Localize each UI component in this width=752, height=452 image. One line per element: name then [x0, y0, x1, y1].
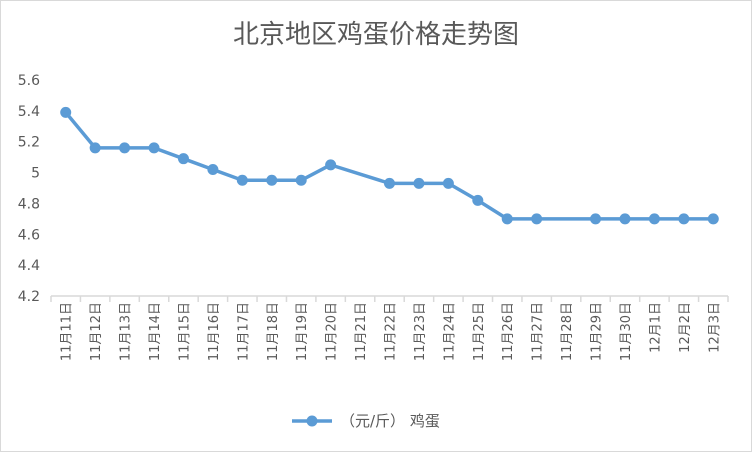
- legend-label: （元/斤） 鸡蛋: [340, 412, 440, 430]
- data-point: [384, 177, 395, 189]
- y-tick-label: 5.6: [18, 73, 40, 89]
- y-tick-label: 4.2: [18, 289, 40, 305]
- x-tick-label: 11月20日: [325, 302, 340, 361]
- x-tick-label: 11月26日: [501, 302, 516, 361]
- x-tick-label: 11月24日: [442, 302, 457, 361]
- x-tick-label: 11月13日: [119, 302, 134, 361]
- data-point: [531, 213, 543, 225]
- x-tick-label: 11月16日: [207, 302, 222, 361]
- data-point: [619, 213, 631, 225]
- data-point: [89, 142, 101, 154]
- data-point: [442, 177, 454, 189]
- x-tick-label: 11月12日: [89, 302, 104, 361]
- x-tick-label: 11月21日: [354, 302, 369, 361]
- x-tick-label: 11月25日: [472, 302, 487, 361]
- data-point: [236, 174, 248, 186]
- data-point: [648, 213, 660, 225]
- x-tick-label: 11月17日: [236, 302, 251, 361]
- x-tick-label: 11月19日: [295, 302, 310, 361]
- series-line: [64, 111, 714, 221]
- data-point: [413, 177, 425, 189]
- data-point: [60, 106, 72, 118]
- x-tick-label: 11月15日: [177, 302, 192, 361]
- x-tick-label: 11月28日: [560, 302, 575, 361]
- data-point: [678, 213, 690, 225]
- chart-title: 北京地区鸡蛋价格走势图: [232, 20, 519, 50]
- data-point: [295, 174, 307, 186]
- data-point: [501, 213, 513, 225]
- x-tick-label: 11月29日: [590, 302, 605, 361]
- data-point: [148, 142, 160, 154]
- data-point: [207, 163, 219, 175]
- data-point: [177, 153, 189, 165]
- y-tick-label: 5: [31, 166, 40, 182]
- x-tick-label: 11月18日: [266, 302, 281, 361]
- legend-marker-icon: [292, 415, 332, 426]
- x-tick-label: 11月22日: [384, 302, 399, 361]
- y-tick-label: 5.2: [18, 135, 40, 151]
- x-tick-label: 11月14日: [148, 302, 163, 361]
- x-tick-label: 11月30日: [619, 302, 634, 361]
- data-point: [325, 159, 337, 171]
- y-tick-label: 4.8: [18, 196, 40, 212]
- data-point: [707, 213, 719, 225]
- x-tick-label: 12月3日: [707, 302, 722, 353]
- data-point: [472, 194, 484, 206]
- x-tick-label: 12月1日: [648, 302, 663, 353]
- y-tick-label: 4.4: [18, 258, 40, 274]
- x-tick-label: 11月27日: [531, 302, 546, 361]
- y-tick-label: 5.4: [18, 104, 40, 120]
- y-tick-label: 4.6: [18, 227, 40, 243]
- x-tick-label: 12月2日: [678, 302, 693, 353]
- legend: （元/斤） 鸡蛋: [290, 410, 440, 431]
- data-point: [266, 174, 278, 186]
- data-point: [590, 213, 602, 225]
- x-tick-label: 11月23日: [413, 302, 428, 361]
- data-point: [119, 142, 131, 154]
- x-tick-label: 11月11日: [60, 302, 75, 361]
